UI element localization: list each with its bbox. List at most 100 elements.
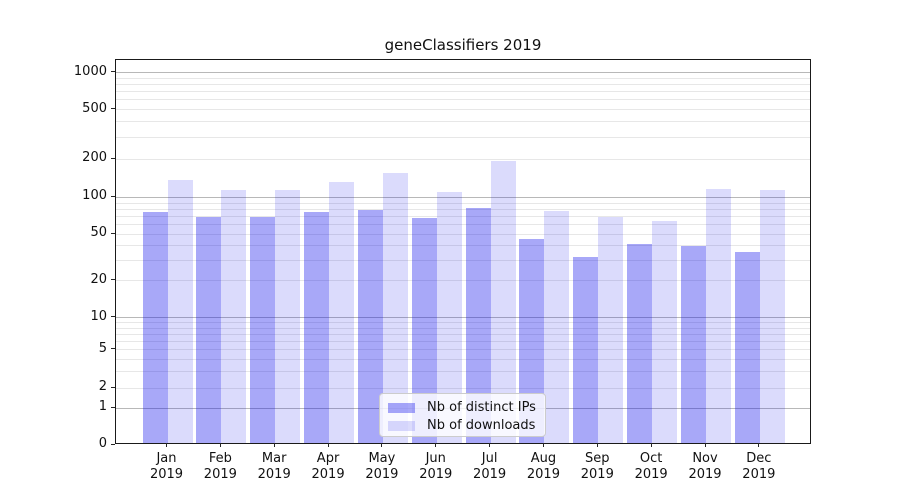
x-tick-month: Jun [425,451,446,466]
y-tick-label-5: 5 [98,340,107,356]
minor-gridline [116,121,810,123]
bar-distinct-ips-dec [734,252,760,443]
minor-gridline [116,358,810,360]
legend: Nb of distinct IPs Nb of downloads [379,393,546,437]
x-tick-month: Mar [261,451,287,466]
legend-item-distinct-ips: Nb of distinct IPs [388,401,545,414]
x-tick-year: 2019 [580,467,614,482]
minor-gridline [116,216,810,218]
y-tick-mark [111,348,115,350]
minor-gridline [116,280,810,282]
y-tick-mark [111,108,115,110]
y-tick-mark [111,279,115,281]
y-tick-mark [111,232,115,234]
y-tick-label-1: 1 [98,399,107,415]
x-tick-label-dec: Dec 2019 [724,451,794,483]
x-tick-label-jun: Jun 2019 [401,451,471,483]
x-tick-year: 2019 [419,467,453,482]
minor-gridline [116,77,810,79]
minor-gridline [116,99,810,101]
x-tick-label-may: May 2019 [347,451,417,483]
plot-area: Nb of distinct IPs Nb of downloads [115,59,811,444]
y-tick-label-20: 20 [90,271,107,287]
grid-layer [116,60,810,443]
bar-downloads-mar [275,190,301,443]
bar-distinct-ips-apr [304,211,330,443]
x-tick-label-sep: Sep 2019 [562,451,632,483]
downloads-swatch-icon [388,420,415,431]
minor-gridline [116,349,810,351]
bar-downloads-sep [598,216,624,443]
x-tick-year: 2019 [311,467,345,482]
minor-gridline [116,208,810,210]
x-tick-mark [219,443,221,447]
bar-distinct-ips-may [357,210,383,443]
x-tick-month: Aug [530,451,557,466]
x-tick-month: Jul [481,451,498,466]
minor-gridline [116,322,810,324]
bar-distinct-ips-nov [681,246,706,443]
bar-downloads-dec [759,189,785,443]
x-tick-month: Jan [156,451,177,466]
minor-gridline [116,387,810,389]
minor-gridline [116,158,810,160]
x-tick-year: 2019 [473,467,507,482]
x-tick-mark [542,443,544,447]
legend-label-distinct-ips: Nb of distinct IPs [427,400,536,415]
y-tick-label-50: 50 [90,225,107,241]
bar-distinct-ips-sep [573,256,599,443]
x-tick-mark [381,443,383,447]
y-tick-mark [111,195,115,197]
minor-gridline [116,327,810,329]
x-tick-mark [489,443,491,447]
x-tick-mark [758,443,760,447]
minor-gridline [116,109,810,111]
x-tick-label-nov: Nov 2019 [670,451,740,483]
bar-downloads-feb [221,190,247,443]
bar-distinct-ips-feb [196,216,222,443]
y-tick-label-2: 2 [98,379,107,395]
major-gridline [116,317,810,319]
y-tick-mark [111,386,115,388]
x-tick-label-jan: Jan 2019 [132,451,202,483]
x-tick-month: Feb [208,451,232,466]
x-tick-month: May [368,451,396,466]
x-tick-year: 2019 [526,467,560,482]
y-tick-mark [111,406,115,408]
x-tick-month: Oct [639,451,663,466]
chart-title: geneClassifiers 2019 [384,36,542,54]
y-tick-label-500: 500 [82,100,107,116]
bar-distinct-ips-mar [250,216,276,443]
legend-item-downloads: Nb of downloads [388,419,545,432]
y-tick-mark [111,157,115,159]
x-tick-mark [704,443,706,447]
bar-downloads-aug [544,210,570,443]
x-tick-year: 2019 [365,467,399,482]
y-tick-mark [111,443,115,445]
y-tick-label-10: 10 [90,308,107,324]
bar-downloads-oct [652,221,678,443]
distinct-ips-swatch-icon [388,402,415,413]
x-tick-mark [327,443,329,447]
minor-gridline [116,224,810,226]
bar-distinct-ips-jan [142,211,168,443]
minor-gridline [116,233,810,235]
x-tick-mark [273,443,275,447]
x-tick-year: 2019 [149,467,184,482]
bar-distinct-ips-oct [627,243,653,443]
minor-gridline [116,340,810,342]
minor-gridline [116,245,810,247]
x-tick-label-aug: Aug 2019 [508,451,578,483]
x-tick-label-oct: Oct 2019 [616,451,686,483]
legend-label-downloads: Nb of downloads [427,418,536,433]
x-tick-year: 2019 [257,467,291,482]
x-tick-year: 2019 [688,467,722,482]
y-tick-label-200: 200 [82,150,107,166]
x-tick-month: Dec [746,451,772,466]
x-tick-label-jul: Jul 2019 [455,451,525,483]
x-tick-year: 2019 [634,467,668,482]
x-tick-mark [596,443,598,447]
bar-downloads-nov [706,188,731,443]
